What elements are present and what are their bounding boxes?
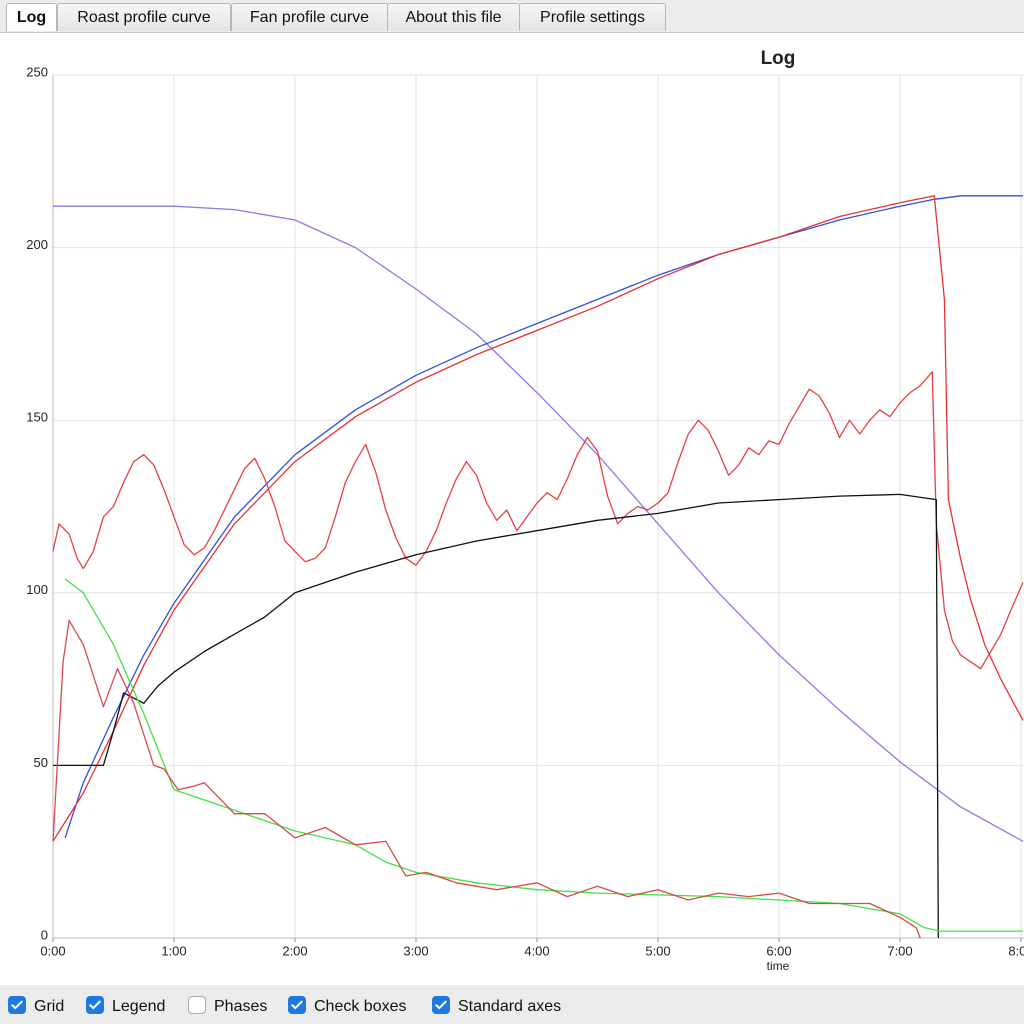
checkbox-label[interactable]: Check boxes — [314, 998, 407, 1015]
x-tick-label: 0:00 — [40, 943, 65, 958]
series-line — [53, 205, 1024, 842]
series-line — [64, 195, 1023, 839]
tab[interactable]: Fan profile curve — [231, 3, 388, 31]
options-bar: Grid Legend Phases Check boxes Standard axes — [0, 988, 1024, 1024]
series-line — [52, 195, 1024, 842]
x-axis-label: time — [767, 959, 790, 973]
series-line — [52, 619, 921, 939]
checkbox[interactable]: Standard axes — [432, 996, 561, 1016]
checkbox[interactable]: Phases — [188, 996, 267, 1016]
y-tick-label: 0 — [41, 927, 48, 942]
checkbox-label[interactable]: Legend — [112, 998, 166, 1015]
tab[interactable]: Roast profile curve — [57, 3, 231, 31]
tab[interactable]: Log — [6, 3, 57, 31]
chart-panel: Log time 0 50 100 150 200 250 0:00 1:00 2:00 3:00 4:… — [0, 33, 1024, 985]
x-tick-label: 8:00 — [1008, 943, 1024, 958]
checkbox-box[interactable] — [86, 996, 104, 1014]
y-tick-label: 150 — [26, 410, 48, 425]
chart: Log time 0 50 100 150 200 250 0:00 1:00 2:00 3:00 4:… — [26, 48, 1024, 973]
x-tick-label: 7:00 — [887, 943, 912, 958]
x-tick-label: 1:00 — [161, 943, 186, 958]
x-tick-label: 6:00 — [766, 943, 791, 958]
y-tick-label: 100 — [26, 582, 48, 597]
y-tick-label: 50 — [34, 755, 48, 770]
checkbox-label[interactable]: Grid — [34, 998, 65, 1015]
x-tick-label: 4:00 — [524, 943, 549, 958]
checkbox-label[interactable]: Standard axes — [458, 998, 562, 1015]
y-tick-label: 250 — [26, 64, 48, 79]
series-line — [53, 493, 939, 939]
series-line — [64, 578, 1023, 932]
series-line — [52, 371, 1024, 670]
checkbox-box[interactable] — [188, 996, 206, 1014]
x-tick-label: 3:00 — [403, 943, 428, 958]
checkbox-box[interactable] — [8, 996, 26, 1014]
x-tick-label: 2:00 — [282, 943, 307, 958]
tab[interactable]: Profile settings — [519, 3, 666, 31]
tab[interactable]: About this file — [387, 3, 520, 31]
checkbox[interactable]: Grid — [8, 996, 64, 1016]
tab-bar: Log Roast profile curve Fan profile curve A… — [0, 0, 1024, 33]
checkbox[interactable]: Check boxes — [288, 996, 407, 1016]
x-tick-label: 5:00 — [645, 943, 670, 958]
y-tick-label: 200 — [26, 237, 48, 252]
checkbox-box[interactable] — [432, 996, 450, 1014]
checkbox-box[interactable] — [288, 996, 306, 1014]
chart-title: Log — [761, 48, 796, 69]
checkbox-label[interactable]: Phases — [214, 998, 268, 1015]
checkbox[interactable]: Legend — [86, 996, 165, 1016]
